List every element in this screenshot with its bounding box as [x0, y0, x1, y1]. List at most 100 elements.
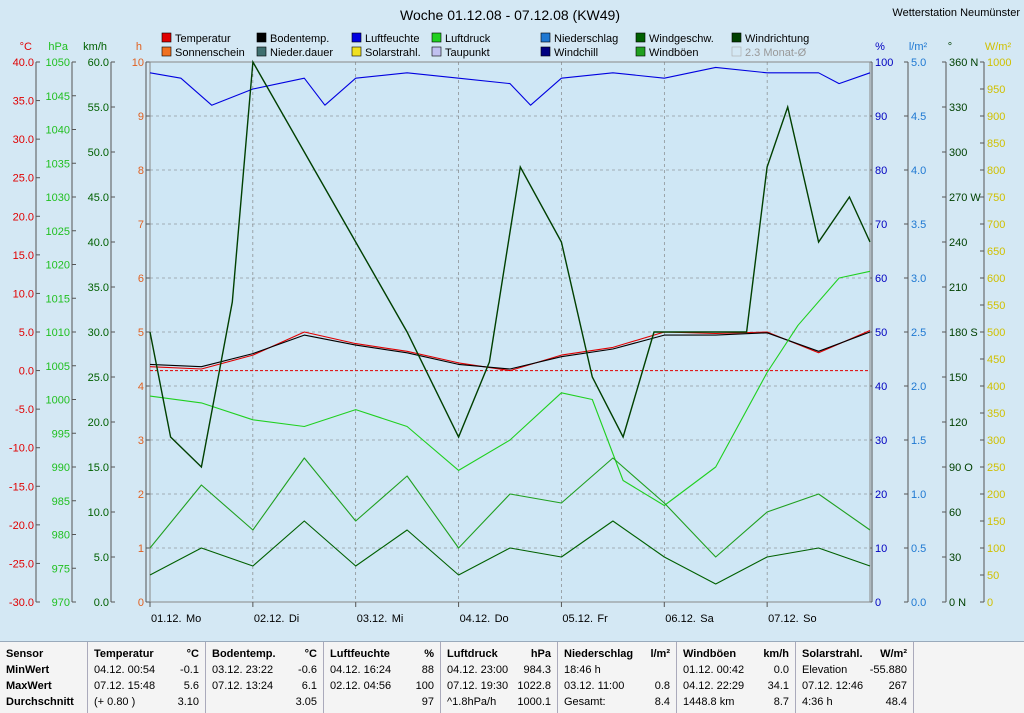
axis-tick-label: 450 [987, 354, 1005, 366]
axis-tick-label: 15.0 [88, 462, 109, 474]
stats-cell-time: 1448.8 km [683, 696, 735, 708]
stats-row: 1448.8 km 8.7 [683, 694, 789, 710]
x-label-date: 07.12. [768, 613, 799, 625]
axis-unit-pressure: hPa [48, 41, 68, 53]
axis-tick-label: 3.5 [911, 219, 926, 231]
axis-tick-label: 25.0 [88, 372, 109, 384]
axis-tick-label: 180 S [949, 327, 978, 339]
stats-column-header: Temperatur °C [94, 646, 199, 662]
stats-column-unit: °C [186, 648, 199, 660]
stats-column-header: Luftdruck hPa [447, 646, 551, 662]
series-layer [149, 59, 871, 585]
axis-tick-label: 1040 [46, 125, 70, 137]
stats-column-unit: % [424, 648, 434, 660]
chart-title: Woche 01.12.08 - 07.12.08 (KW49) [400, 7, 620, 23]
axis-tick-label: 30.0 [13, 134, 34, 146]
legend-swatch [431, 46, 442, 57]
axis-tick-label: 0 [875, 597, 881, 609]
legend-swatch [635, 46, 646, 57]
stats-cell-value: 3.05 [295, 696, 317, 708]
stats-row: 97 [330, 694, 434, 710]
axis-tick-label: 10 [875, 543, 887, 555]
legend-swatch [540, 32, 551, 43]
axis-tick-label: 4 [138, 381, 144, 393]
axis-unit-hours: h [136, 41, 142, 53]
legend-label: Windrichtung [745, 33, 809, 45]
axis-tick-label: 995 [52, 428, 70, 440]
stats-row: 07.12. 12:46 267 [802, 678, 907, 694]
stats-row: 07.12. 15:48 5.6 [94, 678, 199, 694]
axis-tick-label: 9 [138, 111, 144, 123]
stats-cell-time: 01.12. 00:42 [683, 664, 745, 676]
axis-tick-label: 350 [987, 408, 1005, 420]
stats-cell-value: 48.4 [885, 696, 907, 708]
stats-cell-time: 07.12. 15:48 [94, 680, 156, 692]
axis-tick-label: 800 [987, 165, 1005, 177]
axis-tick-label: -15.0 [9, 481, 34, 493]
legend-swatch [161, 32, 172, 43]
axis-tick-label: 0.0 [94, 597, 109, 609]
axis-tick-label: 0.0 [19, 366, 34, 378]
stats-row: 07.12. 13:24 6.1 [212, 678, 317, 694]
stats-column-header: Luftfeuchte% [330, 646, 434, 662]
legend-label: Nieder.dauer [270, 47, 333, 59]
axis-tick-label: 600 [987, 273, 1005, 285]
axis-tick-label: 300 [949, 147, 967, 159]
stats-cell-time: 03.12. 23:22 [212, 664, 274, 676]
stats-cell-value: 5.6 [183, 680, 199, 692]
axis-tick-label: 500 [987, 327, 1005, 339]
axis-tick-label: 650 [987, 246, 1005, 258]
legend-label: Luftdruck [445, 33, 491, 45]
axis-tick-label: 5.0 [19, 327, 34, 339]
stats-label-max: MaxWert [6, 680, 52, 692]
legend-swatch [256, 32, 267, 43]
axis-tick-label: 90 [875, 111, 887, 123]
stats-cell-time: Elevation [802, 664, 848, 676]
legend-label: Taupunkt [445, 47, 490, 59]
stats-label-avg: Durchschnitt [6, 696, 74, 708]
stats-column-2: Luftfeuchte% 04.12. 16:24 88 02.12. 04:56 10… [324, 642, 441, 713]
axis-tick-label: 975 [52, 563, 70, 575]
axis-unit-wind_speed: km/h [83, 41, 107, 53]
stats-row: 03.12. 23:22 -0.6 [212, 662, 317, 678]
axis-tick-label: 1005 [46, 361, 70, 373]
stats-cell-value: 100 [415, 680, 434, 692]
axis-tick-label: 900 [987, 111, 1005, 123]
axis-tick-label: 200 [987, 489, 1005, 501]
axis-tick-label: 40.0 [13, 57, 34, 69]
stats-cell-value: 267 [888, 680, 907, 692]
legend-label: 2.3 Monat-Ø [745, 47, 807, 59]
axis-tick-label: 1025 [46, 226, 70, 238]
legend-swatch [161, 46, 172, 57]
x-label-day: Sa [700, 613, 714, 625]
axis-tick-label: 5 [138, 327, 144, 339]
axis-unit-temperature: °C [20, 41, 32, 53]
stats-cell-value: 0.8 [654, 680, 670, 692]
axis-tick-label: 3.0 [911, 273, 926, 285]
axis-tick-label: 850 [987, 138, 1005, 150]
stats-row: 04.12. 16:24 88 [330, 662, 434, 678]
stats-cell-value: 34.1 [767, 680, 789, 692]
stats-cell-time: 04.12. 00:54 [94, 664, 156, 676]
x-label-date: 03.12. [357, 613, 388, 625]
stats-cell-value: 984.3 [523, 664, 551, 676]
stats-row: 04.12. 23:00 984.3 [447, 662, 551, 678]
axis-tick-label: 20 [875, 489, 887, 501]
axis-tick-label: 150 [987, 516, 1005, 528]
axis-tick-label: 990 [52, 462, 70, 474]
stats-cell-value: 3.10 [177, 696, 199, 708]
axis-tick-label: 90 O [949, 462, 973, 474]
x-label-date: 02.12. [254, 613, 285, 625]
axis-tick-label: 15.0 [13, 250, 34, 262]
stats-label-min: MinWert [6, 664, 50, 676]
stats-row: 01.12. 00:42 0.0 [683, 662, 789, 678]
axis-tick-label: -30.0 [9, 597, 34, 609]
stats-cell-value: 1022.8 [517, 680, 551, 692]
axis-tick-label: 1.0 [911, 489, 926, 501]
axis-tick-label: 80 [875, 165, 887, 177]
stats-row: 02.12. 04:56 100 [330, 678, 434, 694]
stats-cell-time: 04.12. 23:00 [447, 664, 509, 676]
axis-tick-label: -25.0 [9, 558, 34, 570]
x-label-day: Mi [392, 613, 404, 625]
legend-swatch [431, 32, 442, 43]
